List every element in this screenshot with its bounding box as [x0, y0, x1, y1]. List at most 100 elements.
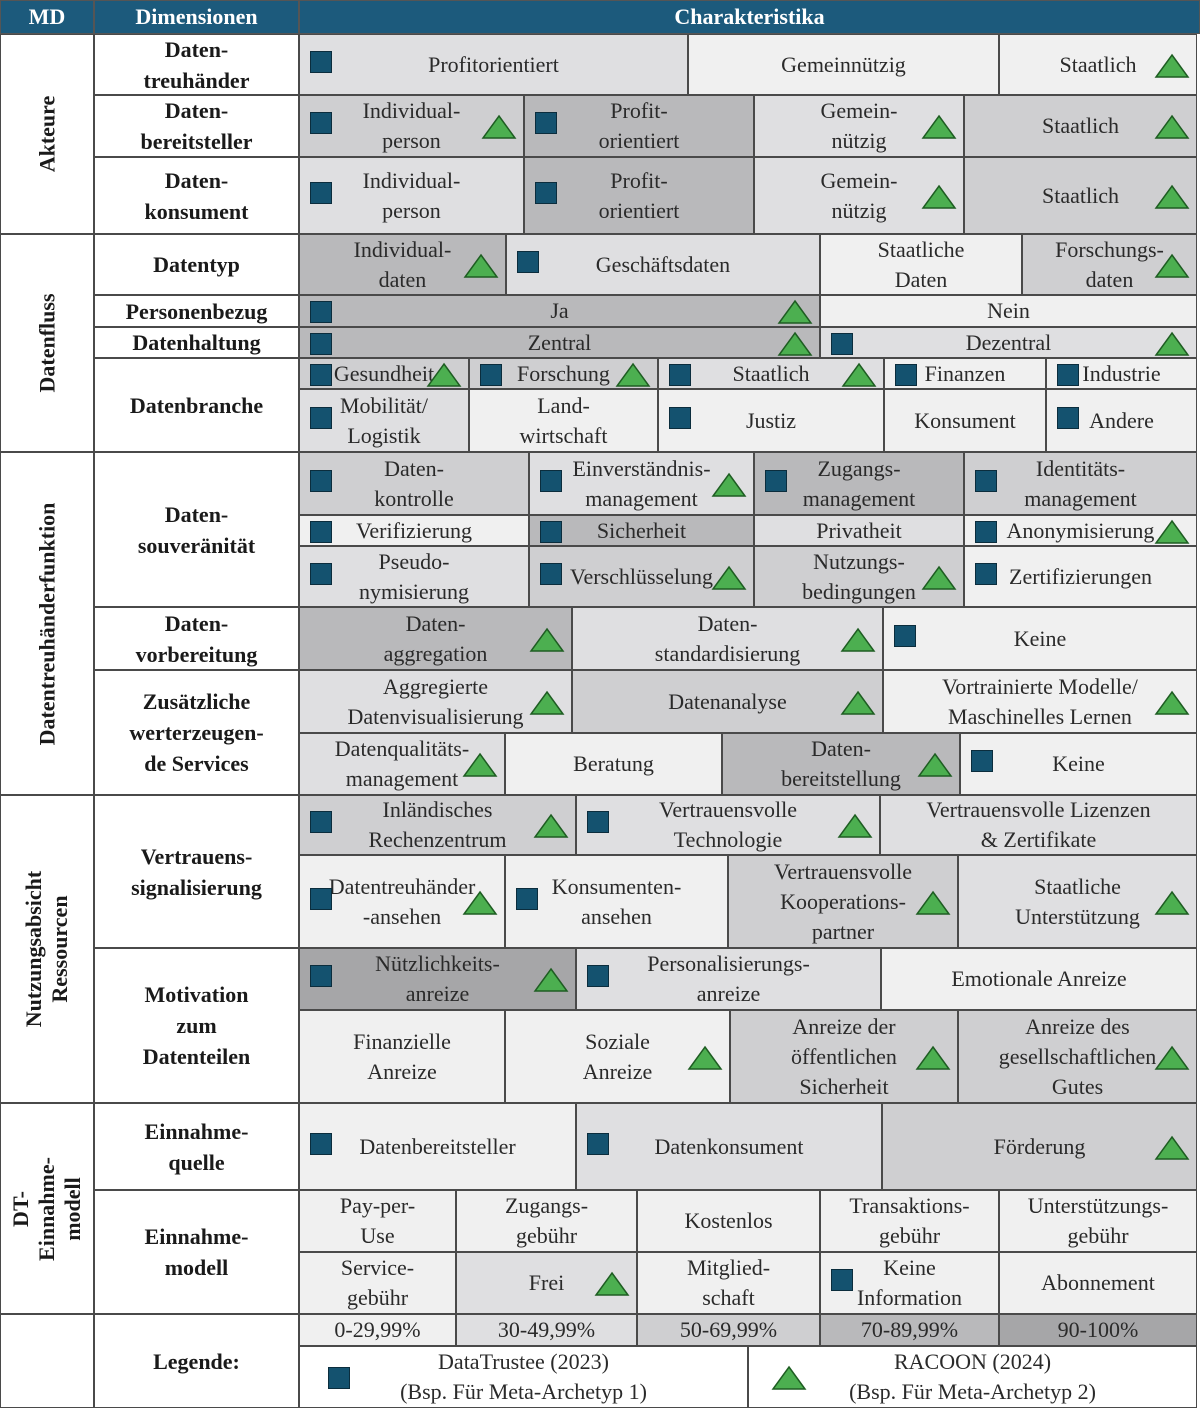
characteristic-cell: Zugangs- management: [754, 452, 964, 515]
legend-datatrustee-label: DataTrustee (2023) (Bsp. Für Meta-Archet…: [400, 1349, 647, 1404]
characteristic-label: Gesundheit: [333, 360, 435, 386]
characteristic-cell: Geschäftsdaten: [506, 234, 820, 295]
legend-md-blank: [0, 1314, 94, 1408]
characteristic-cell: Staatliche Unterstützung: [958, 855, 1197, 948]
characteristic-cell: Anreize des gesellschaftlichen Gutes: [958, 1010, 1197, 1103]
characteristic-cell: Ja: [299, 295, 820, 327]
characteristic-cell: Vertrauensvolle Kooperations- partner: [728, 855, 958, 948]
datatrustee-square-icon: [765, 469, 787, 492]
datatrustee-square-icon: [587, 1132, 609, 1155]
characteristic-label: Dezentral: [965, 329, 1052, 355]
characteristic-cell: Individual- person: [299, 157, 524, 234]
datatrustee-square-icon: [669, 363, 691, 386]
dimension-3: Datentyp: [94, 234, 299, 295]
characteristic-label: Vertrauensvolle Technologie: [658, 797, 798, 852]
characteristic-label: Zugangs- management: [802, 455, 916, 511]
characteristic-cell: Daten- bereitstellung: [722, 733, 960, 795]
characteristic-label: Nutzungs- bedingungen: [802, 548, 916, 604]
characteristic-label: Datenqualitäts- management: [334, 736, 470, 791]
characteristic-label: Vertrauensvolle Kooperations- partner: [773, 858, 913, 944]
characteristic-label: Verifizierung: [355, 517, 473, 543]
meta-dimension-3: Nutzungsabsicht Ressourcen: [0, 795, 94, 1103]
datatrustee-square-icon: [975, 469, 997, 492]
characteristic-label: Einverständnis- management: [572, 455, 711, 511]
characteristic-label: Beratung: [573, 751, 654, 776]
characteristic-cell: Soziale Anreize: [505, 1010, 730, 1103]
characteristic-cell: Staatlich: [999, 34, 1197, 95]
characteristic-label: Andere: [1089, 407, 1154, 433]
racoon-triangle-icon: [841, 362, 877, 387]
dimension-4: Personenbezug: [94, 295, 299, 327]
characteristic-cell: Service- gebühr: [299, 1252, 456, 1314]
characteristic-label: Soziale Anreize: [582, 1028, 653, 1084]
characteristic-label: Abonnement: [1041, 1270, 1155, 1295]
racoon-triangle-icon: [533, 967, 569, 992]
characteristic-cell: Keine: [883, 607, 1197, 670]
datatrustee-square-icon: [535, 112, 557, 134]
characteristic-label: Konsumenten- ansehen: [551, 873, 682, 929]
characteristic-cell: Datenqualitäts- management: [299, 733, 505, 795]
characteristic-cell: Mobilität/ Logistik: [299, 389, 469, 452]
dimension-1: Daten- bereitsteller: [94, 95, 299, 157]
characteristic-label: Vertrauensvolle Lizenzen & Zertifikate: [926, 797, 1151, 852]
racoon-triangle-icon: [1154, 1135, 1190, 1160]
characteristic-cell: Gemein- nützig: [754, 157, 964, 234]
characteristic-label: Justiz: [745, 407, 797, 433]
dimension-11: Motivation zum Datenteilen: [94, 948, 299, 1103]
characteristic-label: Profit- orientiert: [598, 167, 680, 223]
characteristic-label: Datenanalyse: [668, 688, 787, 714]
characteristic-cell: Nein: [820, 295, 1197, 327]
characteristic-cell: Gemein- nützig: [754, 95, 964, 157]
datatrustee-square-icon: [310, 363, 332, 386]
characteristic-cell: Profit- orientiert: [524, 157, 754, 234]
meta-dimension-4: DT-Einnahme- modell: [0, 1103, 94, 1314]
characteristic-cell: Verschlüsselung: [529, 546, 754, 607]
meta-dimension-label: DT-Einnahme- modell: [8, 1156, 85, 1261]
characteristic-cell: Forschung: [469, 358, 658, 389]
racoon-triangle-icon: [529, 690, 565, 715]
characteristic-label: Sicherheit: [596, 517, 687, 543]
meta-dimension-label: Datentreuhänderfunktion: [34, 502, 60, 745]
characteristic-cell: Daten- aggregation: [299, 607, 572, 670]
characteristic-label: Staatlich: [1042, 182, 1119, 208]
racoon-triangle-icon: [1154, 331, 1190, 356]
racoon-triangle-icon: [462, 890, 498, 915]
meta-dimension-2: Datentreuhänderfunktion: [0, 452, 94, 795]
racoon-triangle-icon: [481, 114, 517, 139]
meta-dimension-label: Nutzungsabsicht Ressourcen: [21, 870, 73, 1028]
characteristic-label: Nein: [987, 298, 1030, 323]
racoon-triangle-icon: [533, 813, 569, 838]
characteristic-cell: Finanzen: [884, 358, 1046, 389]
characteristic-cell: Emotionale Anreize: [881, 948, 1197, 1010]
characteristic-label: Profitorientiert: [428, 51, 559, 77]
characteristic-cell: Inländisches Rechenzentrum: [299, 795, 576, 855]
characteristic-label: Geschäftsdaten: [595, 251, 731, 277]
characteristic-cell: Land- wirtschaft: [469, 389, 658, 452]
characteristic-label: Zentral: [527, 329, 592, 355]
racoon-triangle-icon: [840, 690, 876, 715]
racoon-triangle-icon: [921, 114, 957, 139]
characteristic-label: Staatliche Daten: [877, 236, 965, 292]
characteristic-label: Forschungs- daten: [1055, 236, 1164, 292]
racoon-triangle-icon: [711, 565, 747, 590]
characteristic-label: Gemein- nützig: [820, 167, 898, 223]
characteristic-label: Forschung: [517, 360, 610, 386]
datatrustee-square-icon: [669, 406, 691, 429]
datatrustee-square-icon: [517, 250, 539, 273]
legend-range: 90-100%: [999, 1314, 1197, 1346]
dimension-7: Daten- souveränität: [94, 452, 299, 607]
characteristic-label: Datentreuhänder -ansehen: [328, 873, 476, 929]
characteristic-label: Land- wirtschaft: [519, 392, 608, 448]
racoon-triangle-icon: [1154, 253, 1190, 278]
characteristic-cell: Sicherheit: [529, 515, 754, 546]
datatrustee-square-icon: [310, 811, 332, 833]
characteristic-label: Personalisierungs- anreize: [647, 951, 810, 1006]
characteristic-label: Gemein- nützig: [820, 98, 898, 153]
characteristic-label: Emotionale Anreize: [951, 966, 1127, 991]
datatrustee-square-icon: [310, 965, 332, 987]
characteristic-cell: Verifizierung: [299, 515, 529, 546]
characteristic-label: Anreize der öffentlichen Sicherheit: [791, 1013, 897, 1099]
datatrustee-square-icon: [894, 624, 916, 647]
characteristic-cell: Profitorientiert: [299, 34, 688, 95]
characteristic-label: Datenbereitsteller: [359, 1133, 516, 1159]
